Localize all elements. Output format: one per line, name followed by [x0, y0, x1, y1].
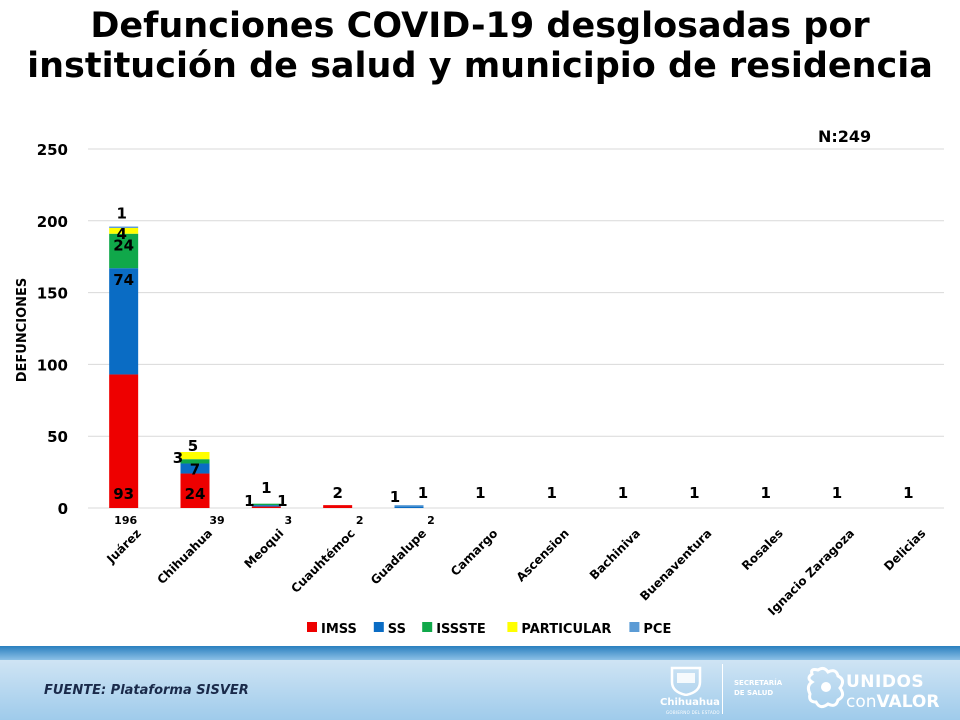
data-label: 1	[689, 484, 699, 502]
data-label: 1	[832, 484, 842, 502]
x-tick-label: Bachiniva	[587, 526, 643, 582]
total-label: 39	[209, 514, 224, 527]
x-tick-label: Chihuahua	[154, 526, 215, 587]
bar-segment	[109, 227, 139, 234]
data-label: 1	[760, 484, 770, 502]
con-text: con	[846, 692, 877, 712]
legend-swatch	[629, 622, 640, 632]
data-label: 5	[188, 437, 198, 455]
data-label: 1	[277, 492, 287, 510]
x-tick-label: Delicias	[881, 526, 928, 573]
logo-separator	[722, 664, 723, 714]
bar-segment	[109, 374, 139, 508]
chihuahua-logo-text: Chihuahua	[660, 697, 720, 708]
x-tick-label: Rosales	[739, 526, 786, 573]
data-label: 3	[173, 449, 183, 467]
total-label: 196	[114, 514, 137, 527]
bar-segment	[180, 463, 210, 474]
y-tick-label: 200	[37, 213, 68, 231]
unidos-puzzle-logo	[806, 666, 845, 709]
legend: IMSS SS ISSSTE PARTICULAR PCE	[307, 622, 671, 637]
data-label: 93	[113, 485, 134, 503]
bar-segment	[323, 505, 353, 508]
unidos-logo-text: UNIDOS	[846, 672, 925, 692]
footer: FUENTE: Plataforma SISVER Chihuahua GOBI…	[0, 646, 960, 720]
chihuahua-shield-logo	[670, 666, 702, 696]
legend-label: IMSS	[321, 622, 357, 637]
x-tick-label: Guadalupe	[368, 526, 429, 587]
bar-segment	[251, 503, 281, 506]
x-tick-label: Ascension	[514, 526, 572, 584]
valor-text: VALOR	[876, 692, 940, 712]
data-label: 1	[546, 484, 556, 502]
data-label: 1	[903, 484, 913, 502]
y-tick-label: 150	[37, 285, 68, 303]
legend-swatch	[373, 622, 384, 632]
total-labels: 196 39 3 2 2	[114, 514, 435, 527]
total-label: 3	[285, 514, 293, 527]
x-axis-ticks: Juárez Chihuahua Meoqui Cuauhtémoc Guadalupe…	[103, 526, 928, 618]
secretaria-logo-text: SECRETARÍA DE SALUD	[734, 678, 782, 698]
legend-swatch	[307, 622, 317, 632]
bar-segment	[180, 473, 210, 508]
legend-label: PCE	[643, 622, 671, 637]
y-tick-label: 100	[37, 356, 68, 374]
data-label: 1	[618, 484, 628, 502]
data-label: 4	[116, 225, 126, 243]
footer-panel	[0, 660, 960, 720]
y-tick-label: 250	[37, 141, 68, 159]
data-label: 1	[244, 492, 254, 510]
bar-segment	[394, 506, 424, 508]
data-label: 74	[113, 271, 134, 289]
data-label: 7	[190, 460, 200, 478]
legend-label: PARTICULAR	[521, 622, 611, 637]
total-label: 2	[427, 514, 435, 527]
y-axis-label: DEFUNCIONES	[15, 278, 30, 383]
data-label: 1	[390, 488, 400, 506]
data-label: 1	[475, 484, 485, 502]
legend-swatch	[507, 622, 518, 632]
secretaria-line-1: SECRETARÍA	[734, 679, 783, 687]
bar-segment	[109, 233, 139, 269]
bar-segment	[109, 268, 139, 375]
gridlines	[88, 148, 944, 509]
legend-label: SS	[388, 622, 406, 637]
legend-label: ISSSTE	[436, 622, 486, 637]
bar-segment	[180, 459, 210, 464]
y-axis-ticks: 0 50 100 150 200 250	[37, 141, 68, 518]
bar-segment	[251, 506, 281, 508]
bar-segment	[180, 451, 210, 460]
x-tick-label: Buenaventura	[637, 526, 714, 603]
total-annotation: N:249	[818, 127, 871, 146]
bar-segment	[251, 505, 281, 507]
data-label: 24	[113, 237, 134, 255]
y-tick-label: 50	[47, 428, 68, 446]
data-label: 1	[418, 484, 428, 502]
y-tick-label: 0	[58, 500, 68, 518]
data-label: 1	[261, 479, 271, 497]
total-label: 2	[356, 514, 364, 527]
legend-swatch	[422, 622, 433, 632]
source-note: FUENTE: Plataforma SISVER	[44, 683, 249, 698]
footer-accent-bar	[0, 646, 960, 660]
x-tick-label: Camargo	[448, 526, 501, 579]
x-tick-label: Cuauhtémoc	[288, 526, 357, 595]
data-label: 24	[185, 485, 206, 503]
secretaria-line-2: DE SALUD	[734, 689, 774, 697]
bar-segment	[394, 505, 424, 507]
bar-segment	[109, 226, 139, 228]
chart-title: Defunciones COVID-19 desglosadas por ins…	[27, 6, 933, 86]
x-tick-label: Juárez	[103, 526, 143, 566]
data-label: 2	[332, 484, 342, 502]
data-label: 1	[116, 205, 126, 223]
con-valor-logo-text: conVALOR	[846, 692, 939, 712]
bar-stacks	[109, 226, 424, 508]
x-tick-label: Meoqui	[241, 526, 286, 571]
chihuahua-logo-subtext: GOBIERNO DEL ESTADO	[666, 710, 720, 715]
